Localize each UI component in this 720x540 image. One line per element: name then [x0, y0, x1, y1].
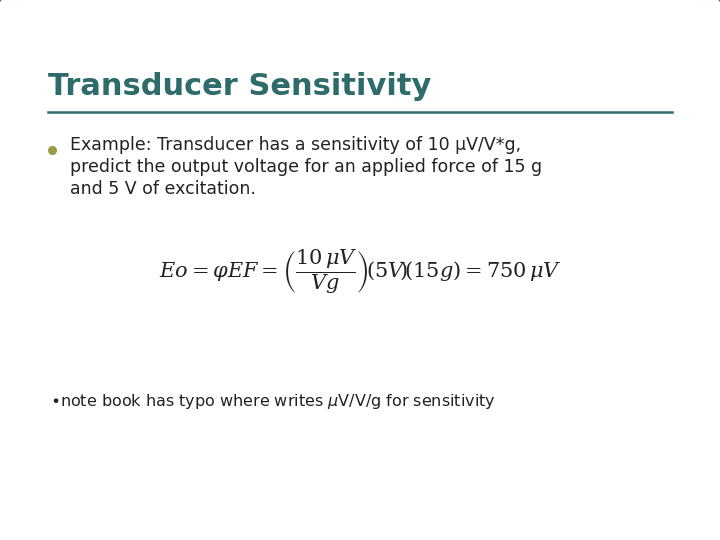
Text: predict the output voltage for an applied force of 15 g: predict the output voltage for an applie…: [70, 158, 542, 176]
Text: Transducer Sensitivity: Transducer Sensitivity: [48, 72, 431, 101]
Text: Example: Transducer has a sensitivity of 10 μV/V*g,: Example: Transducer has a sensitivity of…: [70, 136, 521, 154]
Text: $Eo = \varphi EF = \left( \dfrac{10\,\mu V}{Vg} \right)\!(5V\!)\!(15g) = 750\,\m: $Eo = \varphi EF = \left( \dfrac{10\,\mu…: [158, 248, 562, 296]
Text: $\bullet$note book has typo where writes $\mu$V/V/g for sensitivity: $\bullet$note book has typo where writes…: [50, 392, 496, 411]
Text: and 5 V of excitation.: and 5 V of excitation.: [70, 180, 256, 198]
